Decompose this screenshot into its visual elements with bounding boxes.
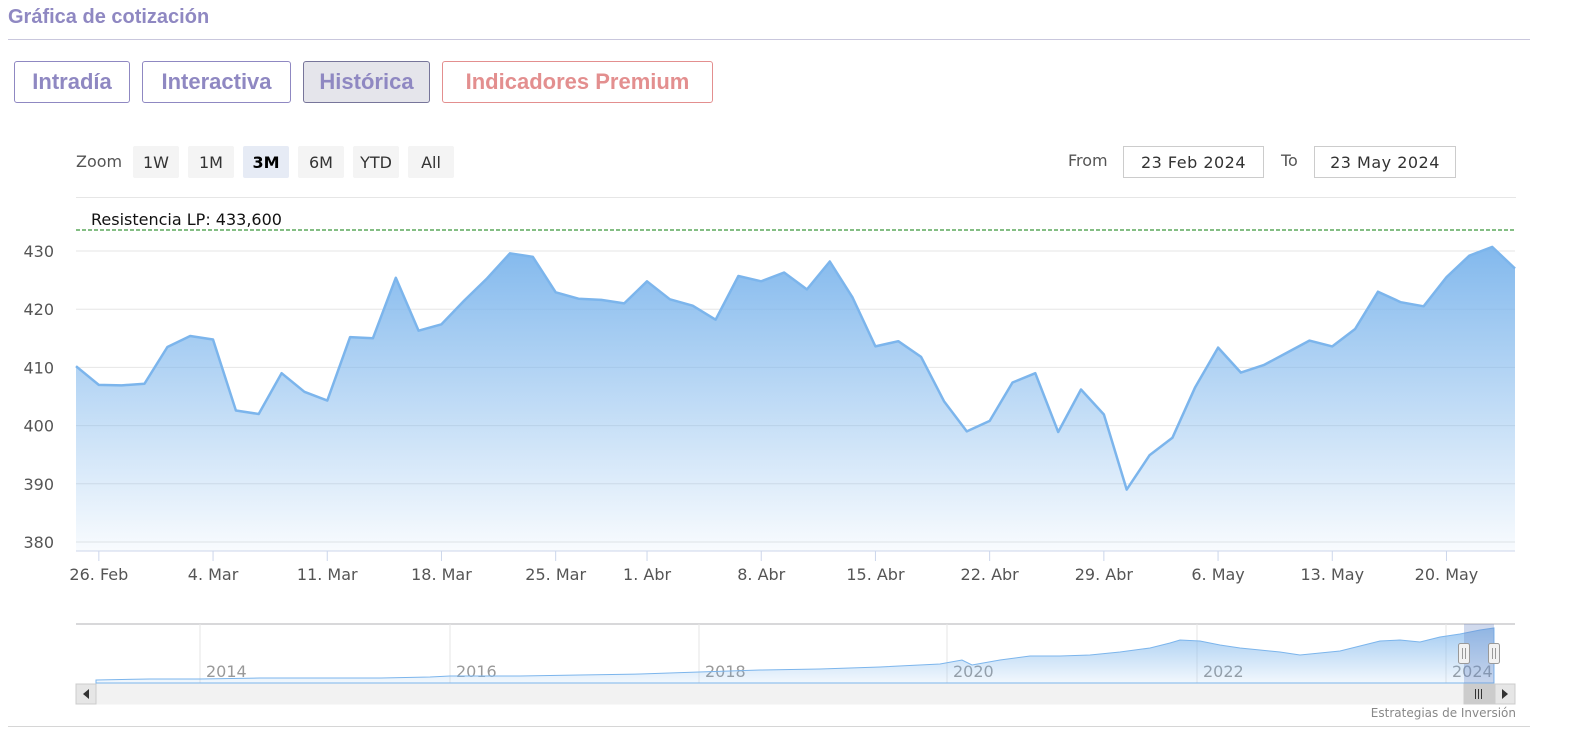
x-tick-label: 13. May (1300, 565, 1364, 584)
navigator-series (95, 627, 1495, 684)
tab-intradia[interactable]: Intradía (14, 61, 130, 103)
zoom-1m-button[interactable]: 1M (188, 146, 234, 178)
navigator[interactable]: 201420162018202020222024 (76, 623, 1515, 684)
y-tick-label: 380 (23, 533, 54, 552)
tab-historica[interactable]: Histórica (303, 61, 430, 103)
to-label: To (1281, 151, 1298, 170)
y-tick-label: 400 (23, 417, 54, 436)
arrow-left-icon (83, 689, 89, 699)
x-tick-label: 22. Abr (961, 565, 1020, 584)
scrollbar[interactable] (75, 683, 1516, 705)
zoom-3m-button[interactable]: 3M (243, 146, 289, 178)
scroll-right-button[interactable] (1494, 683, 1516, 705)
price-area-fill (76, 246, 1515, 551)
scrollbar-track[interactable] (75, 683, 1516, 705)
chart-credit[interactable]: Estrategias de Inversión (1370, 706, 1516, 720)
from-label: From (1068, 151, 1108, 170)
y-tick-label: 420 (23, 300, 54, 319)
navigator-year-label: 2014 (206, 662, 247, 681)
zoom-ytd-button[interactable]: YTD (353, 146, 399, 178)
navigator-right-handle[interactable] (1488, 643, 1500, 664)
zoom-1w-button[interactable]: 1W (133, 146, 179, 178)
tab-indicadores-premium[interactable]: Indicadores Premium (442, 61, 713, 103)
x-tick-label: 18. Mar (411, 565, 472, 584)
scroll-left-button[interactable] (75, 683, 97, 705)
to-date-input[interactable]: 23 May 2024 (1314, 146, 1456, 178)
zoom-label: Zoom (76, 152, 123, 171)
zoom-all-button[interactable]: All (408, 146, 454, 178)
bottom-divider (8, 726, 1530, 727)
title-divider (8, 39, 1530, 40)
y-tick-label: 430 (23, 242, 54, 261)
x-tick-label: 1. Abr (623, 565, 671, 584)
x-tick-label: 6. May (1191, 565, 1244, 584)
section-title: Gráfica de cotización (8, 6, 210, 28)
x-tick-label: 11. Mar (297, 565, 358, 584)
navigator-left-handle[interactable] (1458, 643, 1470, 664)
x-tick-label: 26. Feb (69, 565, 128, 584)
x-tick-label: 20. May (1415, 565, 1479, 584)
from-date-input[interactable]: 23 Feb 2024 (1123, 146, 1264, 178)
resistance-label: Resistencia LP: 433,600 (91, 210, 282, 229)
y-tick-label: 390 (23, 475, 54, 494)
x-tick-label: 15. Abr (846, 565, 905, 584)
toolbar-divider (76, 197, 1516, 198)
x-tick-label: 8. Abr (737, 565, 785, 584)
x-tick-label: 4. Mar (188, 565, 239, 584)
zoom-6m-button[interactable]: 6M (298, 146, 344, 178)
x-axis-ticks: 26. Feb 4. Mar 11. Mar 18. Mar 25. Mar 1. Abr… (69, 551, 1478, 584)
price-series-line (75, 245, 1516, 491)
scrollbar-thumb[interactable] (1463, 683, 1495, 705)
tab-interactiva[interactable]: Interactiva (142, 61, 291, 103)
x-tick-label: 25. Mar (525, 565, 586, 584)
y-tick-label: 410 (23, 358, 54, 377)
arrow-right-icon (1502, 689, 1508, 699)
y-axis-labels: 380 390 400 410 420 430 (23, 242, 54, 552)
x-tick-label: 29. Abr (1075, 565, 1134, 584)
